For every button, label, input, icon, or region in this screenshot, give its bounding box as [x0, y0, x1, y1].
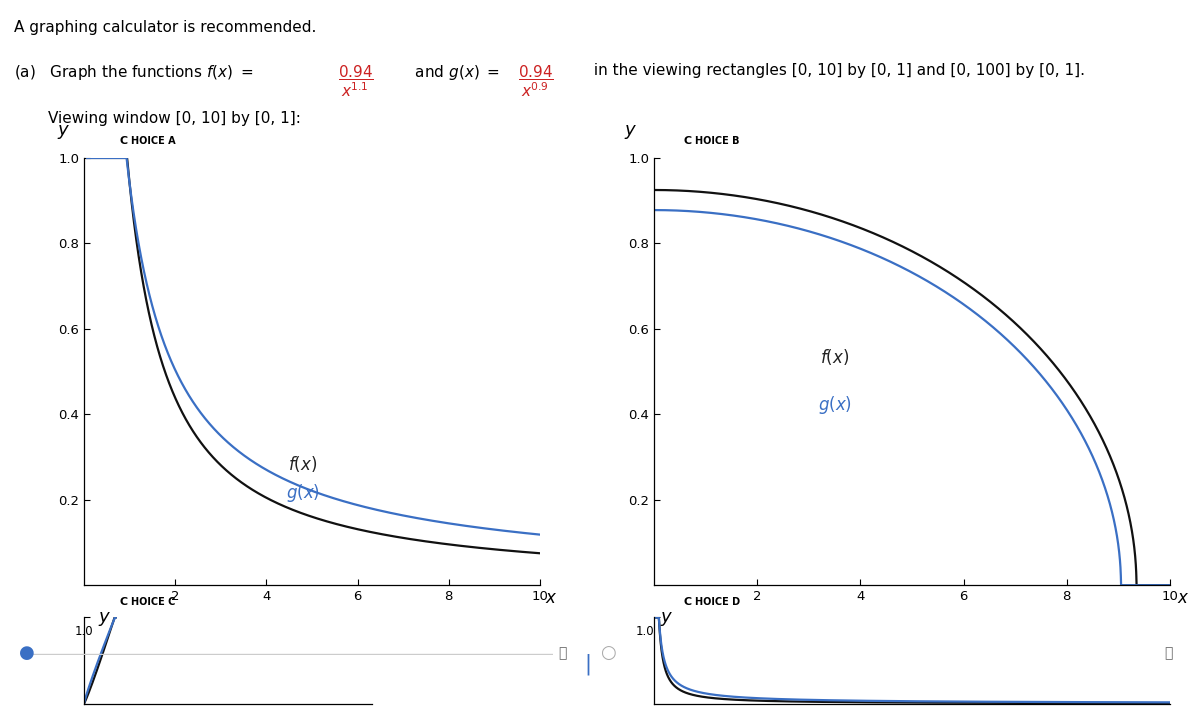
Text: ⓘ: ⓘ — [558, 646, 566, 661]
Text: HOICE A: HOICE A — [131, 136, 175, 146]
Text: A graphing calculator is recommended.: A graphing calculator is recommended. — [14, 20, 317, 35]
Text: ●: ● — [19, 644, 35, 663]
Text: $g(x)$: $g(x)$ — [286, 482, 320, 503]
Text: 1.0: 1.0 — [636, 625, 655, 638]
Text: ○: ○ — [600, 644, 616, 663]
Text: ⓘ: ⓘ — [1164, 646, 1172, 661]
Text: $\dfrac{0.94}{x^{0.9}}$: $\dfrac{0.94}{x^{0.9}}$ — [518, 63, 554, 98]
Text: C: C — [684, 136, 692, 146]
Text: HOICE B: HOICE B — [695, 136, 739, 146]
Text: $f(x)$: $f(x)$ — [820, 347, 850, 367]
Y-axis label: $y$: $y$ — [56, 123, 70, 141]
X-axis label: $x$: $x$ — [545, 589, 558, 607]
Text: (a)   Graph the functions $f(x)$ $=$: (a) Graph the functions $f(x)$ $=$ — [14, 63, 259, 82]
Text: HOICE C: HOICE C — [131, 597, 175, 607]
Text: C: C — [684, 597, 692, 607]
Text: $y$: $y$ — [660, 610, 673, 628]
Text: 1.0: 1.0 — [74, 625, 94, 638]
Text: $\dfrac{0.94}{x^{1.1}}$: $\dfrac{0.94}{x^{1.1}}$ — [338, 63, 374, 98]
Text: and $g(x)$ $=$: and $g(x)$ $=$ — [410, 63, 505, 82]
Text: HOICE D: HOICE D — [695, 597, 740, 607]
X-axis label: $x$: $x$ — [1177, 589, 1189, 607]
Text: Viewing window [0, 10] by [0, 1]:: Viewing window [0, 10] by [0, 1]: — [48, 111, 301, 126]
Text: C: C — [120, 597, 128, 607]
Text: $g(x)$: $g(x)$ — [817, 394, 852, 416]
Y-axis label: $y$: $y$ — [624, 123, 637, 141]
Text: in the viewing rectangles [0, 10] by [0, 1] and [0, 100] by [0, 1].: in the viewing rectangles [0, 10] by [0,… — [589, 63, 1085, 78]
Text: |: | — [584, 653, 592, 675]
Text: C: C — [120, 136, 128, 146]
Text: $f(x)$: $f(x)$ — [288, 454, 318, 474]
Text: $y$: $y$ — [98, 610, 112, 628]
